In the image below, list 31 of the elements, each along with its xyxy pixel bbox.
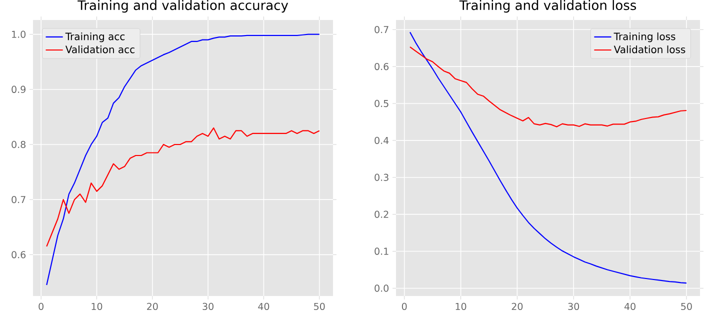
y-tick-label: 1.0 <box>12 30 26 38</box>
x-tick-label: 40 <box>258 302 270 310</box>
y-tick-label: 0.7 <box>12 196 26 204</box>
legend-label: Training loss <box>614 32 676 42</box>
x-tick-label: 30 <box>202 302 214 310</box>
y-tick-label: 0.5 <box>374 100 388 108</box>
x-tick-label: 10 <box>456 302 466 310</box>
y-tick-label: 0.1 <box>374 248 388 255</box>
y-tick-label: 0.2 <box>374 210 388 218</box>
y-tick-label: 0.4 <box>374 136 389 144</box>
y-tick-label: 0.0 <box>374 284 388 292</box>
y-tick-label: 0.3 <box>374 174 388 181</box>
legend-label: Training acc <box>65 32 125 42</box>
x-tick-label: 20 <box>147 302 158 310</box>
legend-label: Validation acc <box>65 45 134 54</box>
x-tick-label: 20 <box>512 302 523 310</box>
y-tick-label: 0.8 <box>12 140 26 148</box>
x-tick-label: 40 <box>624 302 636 310</box>
y-tick-label: 0.7 <box>374 26 388 34</box>
chart-title: Training and validation loss <box>459 0 636 13</box>
x-tick-label: 0 <box>38 302 44 310</box>
x-tick-label: 10 <box>92 302 102 310</box>
y-tick-label: 0.9 <box>12 86 26 93</box>
legend-label: Validation loss <box>614 45 686 54</box>
y-tick-label: 0.6 <box>12 251 26 258</box>
y-tick-label: 0.6 <box>374 62 389 70</box>
x-tick-label: 50 <box>681 302 692 310</box>
x-tick-label: 0 <box>402 302 407 310</box>
x-tick-label: 50 <box>314 302 325 310</box>
chart-title: Training and validation accuracy <box>78 0 288 13</box>
x-tick-label: 30 <box>568 302 580 310</box>
